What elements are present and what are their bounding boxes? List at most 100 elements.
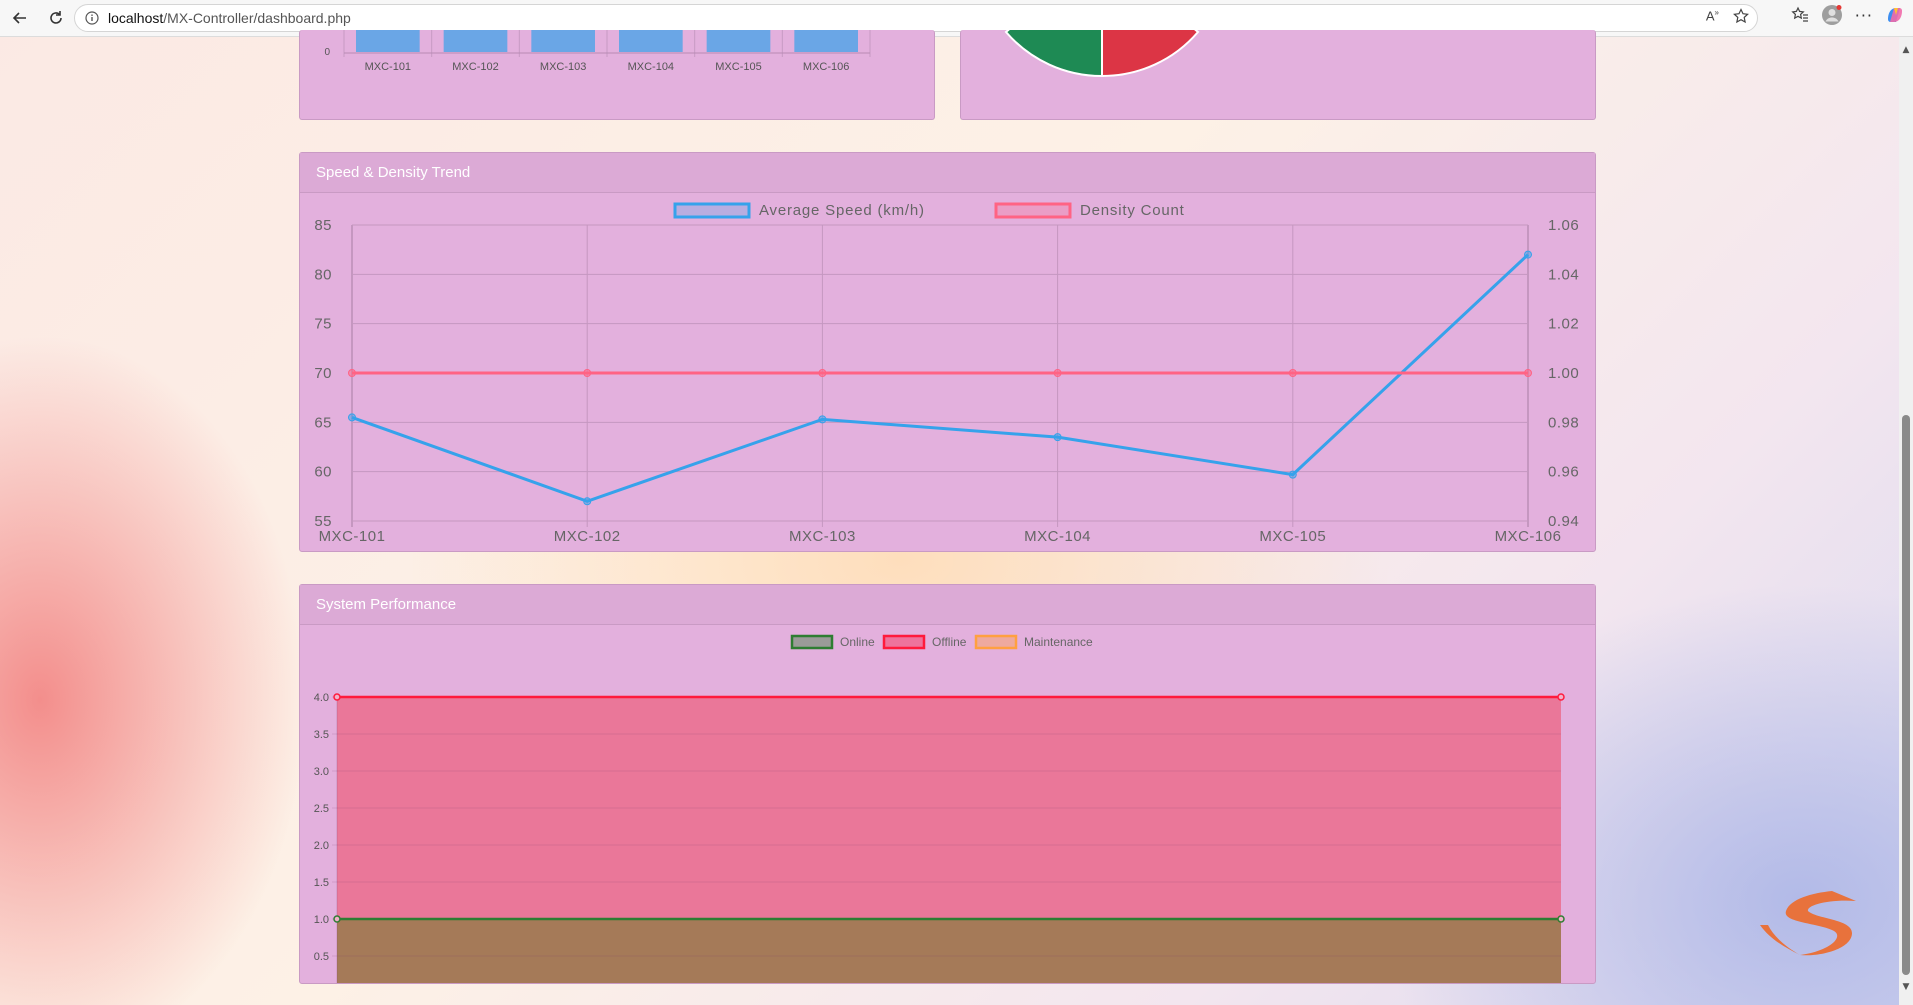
scroll-up-arrow[interactable]: ▲ xyxy=(1902,45,1910,55)
read-aloud-icon[interactable]: A» xyxy=(1705,8,1719,24)
bar-x-label: MXC-101 xyxy=(365,61,411,73)
speed-point-0[interactable] xyxy=(1288,470,1297,479)
bar-mxc-103[interactable] xyxy=(531,30,595,52)
speed-right-tick: 0.98 xyxy=(1548,414,1579,431)
favorite-star-icon[interactable] xyxy=(1733,8,1749,24)
legend-label-maintenance[interactable]: Maintenance xyxy=(1024,635,1093,649)
speed-density-panel: Speed & Density Trend Average Speed (km/… xyxy=(299,152,1596,552)
back-button[interactable] xyxy=(6,4,34,32)
bar-chart: 0 MXC-101 MXC-102 MXC-103 MXC-104 MXC-105 MXC… xyxy=(324,30,871,73)
speed-point-1[interactable] xyxy=(1288,369,1297,377)
legend-label-density[interactable]: Density Count xyxy=(1080,202,1185,219)
speed-density-title: Speed & Density Trend xyxy=(316,164,471,181)
speed-left-tick: 55 xyxy=(314,513,332,530)
speed-left-tick: 80 xyxy=(314,266,332,283)
speed-x-label: MXC-105 xyxy=(1259,528,1326,545)
site-info-icon[interactable] xyxy=(84,10,100,26)
copilot-icon[interactable] xyxy=(1885,5,1905,25)
pie-chart xyxy=(1004,30,1200,78)
favorites-icon[interactable] xyxy=(1791,6,1809,24)
sys-point-offline[interactable] xyxy=(333,693,341,701)
bar-x-label: MXC-104 xyxy=(628,61,674,73)
sys-y-tick: 1.5 xyxy=(314,877,329,889)
speed-point-1[interactable] xyxy=(818,369,827,377)
sys-point-online[interactable] xyxy=(1557,915,1565,923)
speed-x-label: MXC-102 xyxy=(554,528,621,545)
speed-point-0[interactable] xyxy=(1053,433,1062,442)
bar-mxc-101[interactable] xyxy=(356,30,420,52)
speed-point-1[interactable] xyxy=(583,369,592,377)
speed-point-1[interactable] xyxy=(1524,369,1532,377)
bar-x-label: MXC-105 xyxy=(715,61,761,73)
reload-button[interactable] xyxy=(42,4,70,32)
sys-y-tick: 3.0 xyxy=(314,766,329,778)
speed-left-tick: 70 xyxy=(314,365,332,382)
sys-y-tick: 3.5 xyxy=(314,729,329,741)
speed-right-tick: 1.06 xyxy=(1548,217,1579,234)
bar-mxc-102[interactable] xyxy=(443,30,508,52)
sys-y-tick: 1.0 xyxy=(314,914,329,926)
system-performance-title: System Performance xyxy=(316,596,457,613)
speed-left-tick: 85 xyxy=(314,217,332,234)
speed-right-tick: 1.00 xyxy=(1548,365,1579,382)
browser-toolbar: localhost/MX-Controller/dashboard.php A»… xyxy=(0,0,1913,37)
legend-label-online[interactable]: Online xyxy=(840,635,875,649)
speed-right-tick: 0.96 xyxy=(1548,464,1579,481)
online-area xyxy=(337,919,1561,983)
sys-y-tick: 2.0 xyxy=(314,840,329,852)
legend-swatch-density[interactable] xyxy=(994,202,1072,219)
speed-point-0[interactable] xyxy=(818,415,827,424)
legend-swatch-maintenance[interactable] xyxy=(974,634,1018,650)
bar-mxc-104[interactable] xyxy=(619,30,683,52)
speed-density-header: Speed & Density Trend xyxy=(300,153,1595,193)
system-performance-header: System Performance xyxy=(300,585,1595,625)
speed-density-chart: Average Speed (km/h) Density Count 85 80 7… xyxy=(314,202,1579,545)
sys-point-online[interactable] xyxy=(333,915,341,923)
speed-point-1[interactable] xyxy=(1053,369,1062,377)
bar-x-label: MXC-102 xyxy=(452,61,498,73)
speed-x-label: MXC-104 xyxy=(1024,528,1091,545)
sys-point-offline[interactable] xyxy=(1557,693,1565,701)
speed-point-0[interactable] xyxy=(1524,250,1532,259)
reload-icon xyxy=(50,11,62,24)
legend-swatch-online[interactable] xyxy=(790,634,834,650)
address-bar[interactable]: localhost/MX-Controller/dashboard.php A» xyxy=(74,4,1758,32)
bar-mxc-106[interactable] xyxy=(794,30,858,52)
speed-right-tick: 1.02 xyxy=(1548,316,1579,333)
sys-y-tick: 2.5 xyxy=(314,803,329,815)
page-scrollbar[interactable]: ▲ ▼ xyxy=(1899,37,1913,1005)
speed-x-label: MXC-101 xyxy=(319,528,386,545)
bar-x-label: MXC-106 xyxy=(803,61,849,73)
bar-chart-y-tick: 0 xyxy=(324,47,330,58)
legend-swatch-average-speed[interactable] xyxy=(673,202,751,219)
speed-left-tick: 65 xyxy=(314,414,332,431)
pie-slice-online[interactable] xyxy=(1004,30,1103,78)
url-path: /MX-Controller/dashboard.php xyxy=(163,10,351,26)
speed-left-tick: 75 xyxy=(314,316,332,333)
bar-mxc-105[interactable] xyxy=(706,30,771,52)
scroll-down-arrow[interactable]: ▼ xyxy=(1902,982,1910,992)
url-host: localhost xyxy=(108,10,164,26)
legend-swatch-offline[interactable] xyxy=(882,634,926,650)
pie-chart-panel xyxy=(960,30,1596,120)
bar-x-label: MXC-103 xyxy=(540,61,586,73)
sys-y-tick: 0.5 xyxy=(314,951,329,963)
legend-label-average-speed[interactable]: Average Speed (km/h) xyxy=(759,202,925,219)
speed-x-label: MXC-103 xyxy=(789,528,856,545)
url-text[interactable]: localhost/MX-Controller/dashboard.php xyxy=(108,10,351,26)
speed-series-line-0 xyxy=(351,253,1530,503)
system-performance-chart: Online Offline Maintenance 4.0 3.5 3.0 2.5 2.0… xyxy=(314,634,1565,983)
speed-point-0[interactable] xyxy=(583,497,592,506)
brand-logo-icon xyxy=(1760,891,1856,956)
speed-x-label: MXC-106 xyxy=(1495,528,1562,545)
speed-point-0[interactable] xyxy=(348,413,356,422)
legend-label-offline[interactable]: Offline xyxy=(932,635,967,649)
offline-area xyxy=(337,697,1561,919)
speed-right-tick: 0.94 xyxy=(1548,513,1579,530)
more-options-icon[interactable]: ··· xyxy=(1854,5,1873,25)
sys-y-tick: 4.0 xyxy=(314,692,329,704)
scroll-thumb[interactable] xyxy=(1902,415,1910,975)
profile-avatar-icon[interactable] xyxy=(1821,4,1843,26)
pie-slice-offline[interactable] xyxy=(1101,30,1200,78)
speed-point-1[interactable] xyxy=(348,369,356,377)
